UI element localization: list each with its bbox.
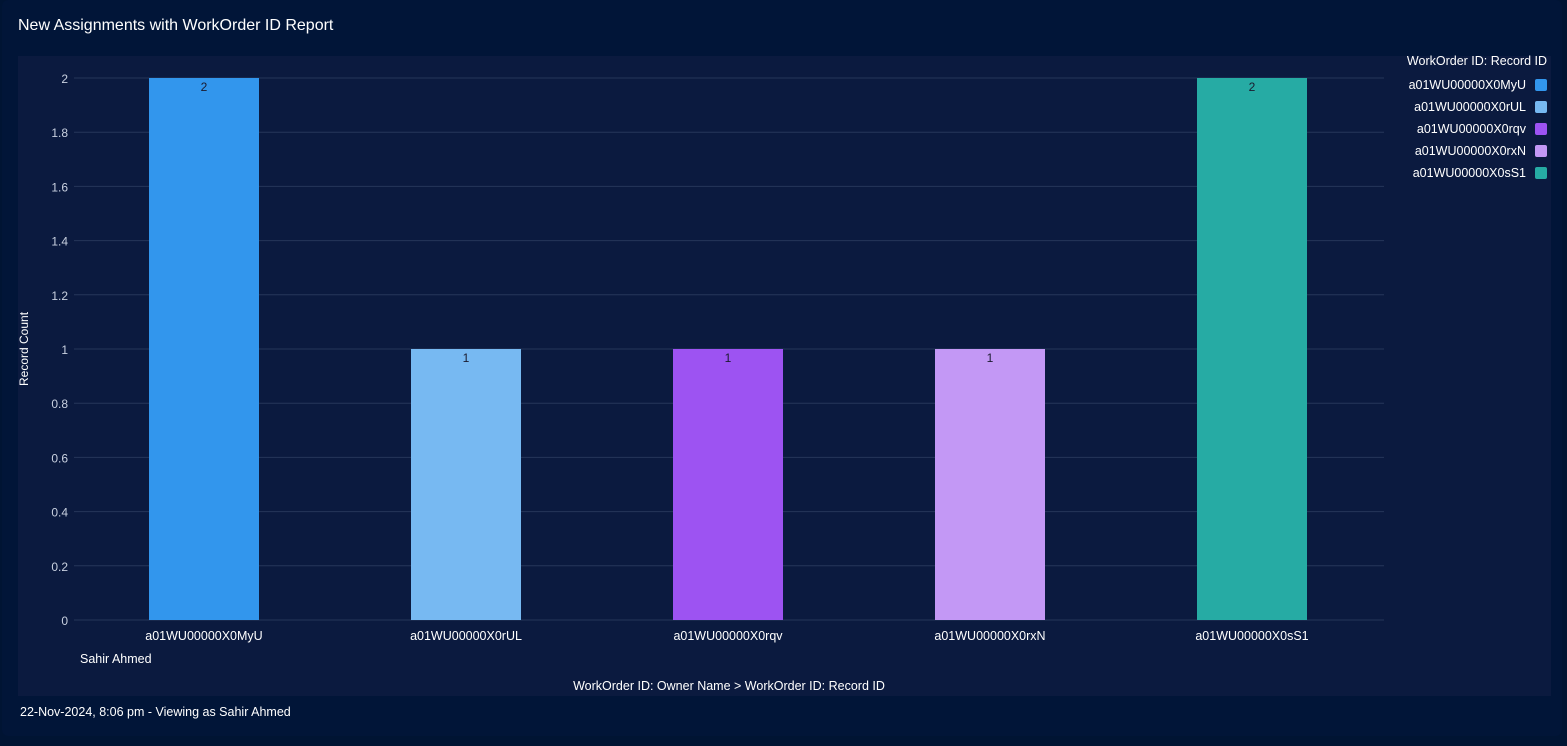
x-tick-label: a01WU00000X0rxN: [934, 629, 1045, 643]
bar-value-label: 1: [725, 351, 732, 365]
y-tick-label: 2: [61, 72, 68, 86]
y-axis-title: Record Count: [17, 311, 31, 386]
legend-swatch: [1535, 123, 1547, 135]
legend-item[interactable]: a01WU00000X0rUL: [1392, 96, 1552, 118]
x-tick-label: a01WU00000X0rUL: [410, 629, 522, 643]
x-tick-label: a01WU00000X0MyU: [145, 629, 262, 643]
bar-value-label: 2: [201, 80, 208, 94]
bar-value-label: 1: [463, 351, 470, 365]
x-axis-title: WorkOrder ID: Owner Name > WorkOrder ID:…: [573, 679, 885, 693]
y-tick-label: 1: [61, 343, 68, 357]
y-tick-label: 0.2: [51, 560, 68, 574]
legend: WorkOrder ID: Record ID a01WU00000X0MyU a…: [1392, 48, 1552, 184]
x-group-label: Sahir Ahmed: [80, 652, 152, 666]
y-tick-label: 0.4: [51, 506, 68, 520]
y-tick-label: 0: [61, 614, 68, 628]
legend-item-label: a01WU00000X0MyU: [1409, 78, 1526, 92]
legend-item[interactable]: a01WU00000X0sS1: [1392, 162, 1552, 184]
y-tick-label: 1.4: [51, 235, 68, 249]
x-tick-label: a01WU00000X0sS1: [1195, 629, 1308, 643]
bar-a01WU00000X0MyU: [149, 78, 259, 620]
y-tick-label: 0.8: [51, 397, 68, 411]
legend-swatch: [1535, 145, 1547, 157]
report-footer: 22-Nov-2024, 8:06 pm - Viewing as Sahir …: [20, 705, 291, 719]
bar-value-label: 1: [987, 351, 994, 365]
legend-swatch: [1535, 101, 1547, 113]
bar-value-label: 2: [1249, 80, 1256, 94]
legend-item[interactable]: a01WU00000X0MyU: [1392, 74, 1552, 96]
x-tick-label: a01WU00000X0rqv: [673, 629, 783, 643]
bar-a01WU00000X0rxN: [935, 349, 1045, 620]
y-tick-label: 1.6: [51, 180, 68, 194]
bar-a01WU00000X0sS1: [1197, 78, 1307, 620]
legend-item-label: a01WU00000X0sS1: [1413, 166, 1526, 180]
legend-item-label: a01WU00000X0rUL: [1414, 100, 1526, 114]
legend-title: WorkOrder ID: Record ID: [1392, 48, 1552, 74]
y-tick-label: 1.2: [51, 289, 68, 303]
legend-item[interactable]: a01WU00000X0rqv: [1392, 118, 1552, 140]
legend-item-label: a01WU00000X0rqv: [1417, 122, 1526, 136]
bar-a01WU00000X0rUL: [411, 349, 521, 620]
y-tick-label: 1.8: [51, 126, 68, 140]
y-tick-label: 0.6: [51, 451, 68, 465]
legend-item[interactable]: a01WU00000X0rxN: [1392, 140, 1552, 162]
legend-item-label: a01WU00000X0rxN: [1415, 144, 1526, 158]
bar-a01WU00000X0rqv: [673, 349, 783, 620]
legend-swatch: [1535, 79, 1547, 91]
legend-swatch: [1535, 167, 1547, 179]
